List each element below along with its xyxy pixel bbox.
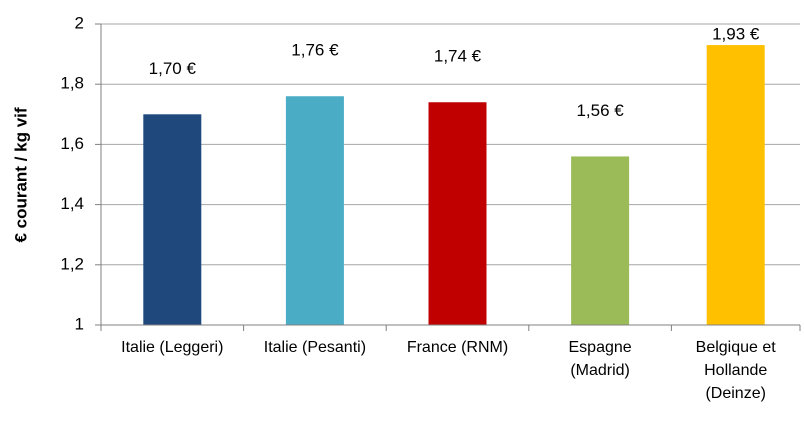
bar <box>285 96 344 326</box>
y-tick-label: 1,6 <box>60 134 84 153</box>
x-tick-label: Belgique et Hollande (Deinze) <box>695 339 776 402</box>
bar <box>143 114 202 325</box>
data-label: 1,74 € <box>434 47 482 66</box>
data-label: 1,76 € <box>291 41 339 60</box>
bar <box>706 45 765 325</box>
y-tick-label: 1,2 <box>60 254 84 273</box>
data-label: 1,70 € <box>149 59 197 78</box>
x-tick-label: Espagne (Madrid) <box>568 339 632 379</box>
data-label: 1,93 € <box>712 25 760 44</box>
y-axis-title: € courant / kg vif <box>11 107 30 242</box>
y-tick-label: 1,4 <box>60 194 84 213</box>
bar <box>428 102 487 325</box>
y-tick-label: 1 <box>75 314 84 333</box>
x-tick-label: France (RNM) <box>406 339 509 356</box>
x-tick-label: Italie (Leggeri) <box>121 339 224 356</box>
bar <box>571 156 630 325</box>
x-tick-label: Italie (Pesanti) <box>263 339 367 356</box>
y-tick-label: 1,8 <box>60 74 84 93</box>
data-label: 1,56 € <box>576 101 624 120</box>
y-tick-label: 2 <box>75 13 84 32</box>
